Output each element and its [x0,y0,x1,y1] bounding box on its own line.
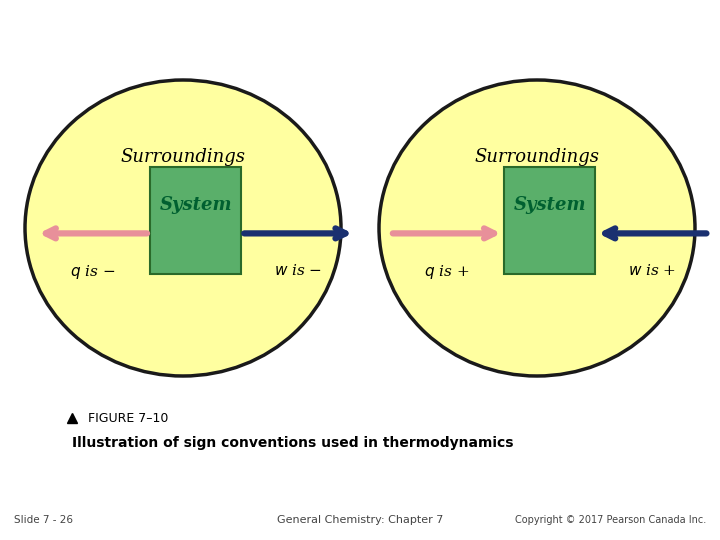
Bar [150,167,241,274]
Text: System: System [159,195,232,214]
Text: Illustration of sign conventions used in thermodynamics: Illustration of sign conventions used in… [72,436,513,450]
Ellipse shape [379,80,695,376]
Text: Copyright © 2017 Pearson Canada Inc.: Copyright © 2017 Pearson Canada Inc. [515,515,706,525]
Text: System: System [513,195,586,214]
Text: Slide 7 - 26: Slide 7 - 26 [14,515,73,525]
Bar [504,167,595,274]
Text: $w$ is −: $w$ is − [274,263,323,278]
Ellipse shape [25,80,341,376]
Text: Surroundings: Surroundings [120,148,246,166]
Text: General Chemistry: Chapter 7: General Chemistry: Chapter 7 [276,515,444,525]
Text: $q$ is −: $q$ is − [71,263,115,281]
Text: $w$ is +: $w$ is + [629,263,676,278]
Text: Surroundings: Surroundings [474,148,600,166]
Text: $q$ is +: $q$ is + [424,263,469,281]
Text: FIGURE 7–10: FIGURE 7–10 [88,411,168,424]
